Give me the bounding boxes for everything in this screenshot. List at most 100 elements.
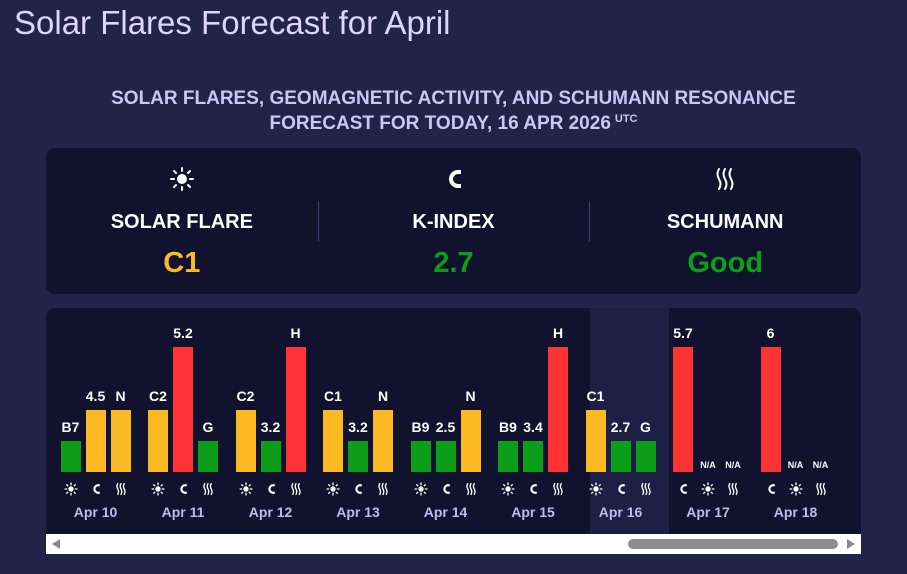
schumann-value: Good <box>687 247 764 279</box>
bar-schumann <box>373 410 393 472</box>
scroll-right-arrow[interactable] <box>847 539 855 549</box>
bar-kindex <box>610 441 631 472</box>
bar-flare <box>498 441 518 472</box>
sun-icon <box>413 482 428 496</box>
magnet-icon <box>318 166 590 192</box>
sun-icon <box>701 482 715 496</box>
bar-flare <box>235 410 256 472</box>
bar-value-label: C2 <box>236 388 255 404</box>
bar-value-label: H <box>552 325 564 341</box>
day-date-label: Apr 12 <box>248 504 293 520</box>
day-date-label: Apr 14 <box>423 504 468 520</box>
sun-icon <box>326 482 340 496</box>
day-date-label: Apr 11 <box>161 504 205 520</box>
bar-kindex <box>85 410 106 472</box>
magnet-icon <box>764 482 778 496</box>
bar-kindex <box>348 441 368 472</box>
bar-schumann <box>635 441 656 472</box>
solar-flare-value: C1 <box>163 247 201 279</box>
scroll-left-arrow[interactable] <box>52 539 60 549</box>
bar-value-label: C2 <box>149 388 167 404</box>
waves-icon <box>814 482 828 496</box>
waves-icon <box>639 482 653 496</box>
bar-value-label: C1 <box>324 388 342 404</box>
waves-icon <box>201 482 215 496</box>
magnet-icon <box>526 482 540 496</box>
k-index-value: 2.7 <box>433 247 474 279</box>
bar-flare <box>410 441 431 472</box>
sun-icon <box>63 482 78 496</box>
utc-label: UTC <box>614 113 638 125</box>
bar-value-label: N <box>115 388 126 404</box>
bar-kindex <box>760 347 781 472</box>
scrollbar-thumb[interactable] <box>628 539 838 549</box>
subtitle-line-2: FORECAST FOR TODAY, 16 APR 2026 <box>269 113 611 134</box>
bar-value-label: 5.7 <box>673 325 693 341</box>
sun-icon <box>46 166 318 192</box>
bar-schumann <box>198 441 218 472</box>
summary-label: SOLAR FLARE <box>110 211 253 233</box>
sun-icon <box>238 482 253 496</box>
day-date-label: Apr 18 <box>773 504 818 520</box>
bar-value-label: B9 <box>411 419 430 435</box>
bar-value-label: 6 <box>766 325 775 341</box>
waves-icon <box>589 166 861 192</box>
bar-value-label: 3.2 <box>348 419 368 435</box>
summary-label: SCHUMANN <box>666 211 784 233</box>
waves-icon <box>376 482 390 496</box>
bar-schumann <box>548 347 568 472</box>
magnet-icon <box>89 482 103 496</box>
bar-value-label: G <box>640 419 651 435</box>
magnet-icon <box>264 482 278 496</box>
waves-icon <box>551 482 565 496</box>
magnet-icon <box>439 482 453 496</box>
day-date-label: Apr 13 <box>336 504 380 520</box>
bar-kindex <box>435 441 456 472</box>
bar-kindex <box>673 347 693 472</box>
sun-icon <box>501 482 515 496</box>
daily-forecast-chart[interactable]: B7 4.5 N Apr 10 C2 5.2 G Apr 11 C2 3.2 H Apr 12 C1 3.… <box>46 308 861 534</box>
bar-flare <box>60 441 81 472</box>
bar-value-label: N/A <box>725 460 741 470</box>
summary-label: K-INDEX <box>412 211 495 233</box>
waves-icon <box>114 482 128 496</box>
day-date-label: Apr 10 <box>73 504 118 520</box>
horizontal-scrollbar[interactable] <box>46 534 861 554</box>
magnet-icon <box>676 482 690 496</box>
waves-icon <box>726 482 740 496</box>
bar-schumann <box>110 410 131 472</box>
bar-schumann <box>285 347 306 472</box>
bar-kindex <box>260 441 281 472</box>
bar-kindex <box>523 441 543 472</box>
magnet-icon <box>614 482 628 496</box>
waves-icon <box>289 482 303 496</box>
bar-value-label: B9 <box>499 419 517 435</box>
bar-value-label: 2.7 <box>610 419 631 435</box>
bar-kindex <box>173 347 193 472</box>
bar-value-label: B7 <box>61 419 80 435</box>
bar-flare <box>585 410 606 472</box>
subtitle-line-1: SOLAR FLARES, GEOMAGNETIC ACTIVITY, AND … <box>111 88 796 109</box>
forecast-subtitle: SOLAR FLARES, GEOMAGNETIC ACTIVITY, AND … <box>46 86 861 136</box>
bar-value-label: G <box>202 419 214 435</box>
bar-value-label: 5.2 <box>173 325 193 341</box>
magnet-icon <box>351 482 365 496</box>
sun-icon <box>788 482 803 496</box>
bar-value-label: 3.2 <box>260 419 281 435</box>
bar-value-label: N <box>377 388 389 404</box>
magnet-icon <box>176 482 190 496</box>
today-summary-panel: SOLAR FLARE C1 K-INDEX 2.7 SCHUMANN Good <box>46 148 861 294</box>
summary-solar-flare: SOLAR FLARE C1 <box>46 148 318 294</box>
summary-schumann: SCHUMANN Good <box>589 148 861 294</box>
bar-value-label: N/A <box>787 460 804 470</box>
waves-icon <box>464 482 478 496</box>
day-date-label: Apr 17 <box>686 504 730 520</box>
bar-value-label: N/A <box>700 460 716 470</box>
bar-flare <box>148 410 168 472</box>
day-date-label: Apr 16 <box>598 504 643 520</box>
bar-value-label: N/A <box>812 460 829 470</box>
sun-icon <box>588 482 603 496</box>
bar-value-label: 2.5 <box>435 419 456 435</box>
day-date-label: Apr 15 <box>511 504 555 520</box>
bar-value-label: H <box>290 325 301 341</box>
